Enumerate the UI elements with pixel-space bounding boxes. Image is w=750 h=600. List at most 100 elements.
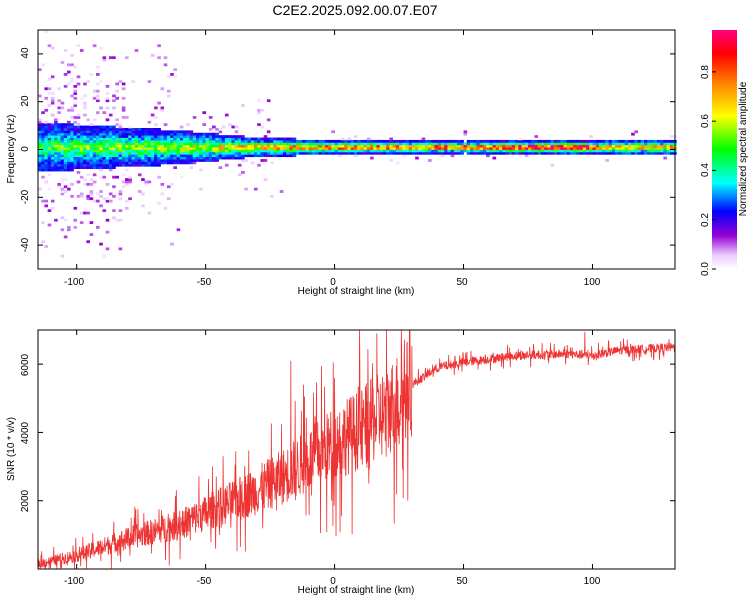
heatmap-cell xyxy=(608,147,613,150)
heatmap-cell xyxy=(370,151,374,155)
heatmap-cell xyxy=(231,139,236,143)
heatmap-cell xyxy=(237,154,242,158)
heatmap-cell xyxy=(115,127,119,131)
heatmap-cell xyxy=(434,147,439,150)
heatmap-cell xyxy=(83,154,87,158)
heatmap-cell xyxy=(270,161,274,165)
heatmap-cell xyxy=(482,147,487,150)
heatmap-cell xyxy=(157,159,161,162)
heatmap-cell xyxy=(50,139,55,143)
heatmap-cell xyxy=(60,127,65,131)
heatmap-cell xyxy=(247,142,252,146)
heatmap-cell xyxy=(125,144,129,148)
heatmap-cell xyxy=(437,139,442,143)
heatmap-cell xyxy=(305,147,310,150)
heatmap-cell xyxy=(357,142,361,146)
heatmap-cell xyxy=(263,154,268,158)
heatmap-cell xyxy=(99,130,103,134)
heatmap-cell xyxy=(508,147,513,150)
heatmap-cell xyxy=(150,161,155,165)
heatmap-cell xyxy=(57,147,61,150)
heatmap-cell xyxy=(166,156,171,160)
heatmap-cell xyxy=(41,127,45,131)
heatmap-cell xyxy=(353,139,358,143)
heatmap-cell xyxy=(176,147,181,150)
heatmap-cell xyxy=(76,156,81,160)
heatmap-cell xyxy=(92,137,97,141)
heatmap-cell xyxy=(266,142,271,146)
heatmap-cell xyxy=(186,154,190,158)
heatmap-cell xyxy=(502,147,506,150)
heatmap-cell xyxy=(118,192,123,196)
heatmap-cell xyxy=(105,84,110,88)
heatmap-cell xyxy=(105,127,110,131)
heatmap-cell xyxy=(308,147,313,150)
heatmap-cell xyxy=(63,49,68,52)
heatmap-cell xyxy=(521,144,526,148)
heatmap-cell xyxy=(557,142,561,146)
heatmap-cell xyxy=(105,92,110,95)
heatmap-cell xyxy=(105,144,110,148)
heatmap-cell xyxy=(205,142,210,146)
heatmap-cell xyxy=(257,154,261,158)
heatmap-cell xyxy=(328,144,332,148)
heatmap-cell xyxy=(334,144,339,148)
heatmap-cell xyxy=(76,75,81,79)
heatmap-cell xyxy=(96,192,100,196)
heatmap-cell xyxy=(644,147,648,150)
heatmap-cell xyxy=(57,149,61,153)
heatmap-cell xyxy=(192,137,197,141)
heatmap-cell xyxy=(250,161,255,165)
heatmap-cell xyxy=(79,132,84,136)
heatmap-cell xyxy=(608,142,613,146)
heatmap-cell xyxy=(528,147,532,150)
heatmap-cell xyxy=(511,149,516,153)
heatmap-cell xyxy=(131,161,136,165)
heatmap-cell xyxy=(324,139,329,143)
heatmap-cell xyxy=(598,144,603,148)
heatmap-cell xyxy=(328,142,332,146)
heatmap-cell xyxy=(192,159,197,162)
heatmap-cell xyxy=(321,139,326,143)
heatmap-cell xyxy=(63,159,68,162)
heatmap-cell xyxy=(60,163,65,167)
heatmap-cell xyxy=(47,166,52,170)
heatmap-cell xyxy=(595,144,600,148)
heatmap-cell xyxy=(131,147,136,150)
heatmap-cell xyxy=(92,156,97,160)
heatmap-cell xyxy=(160,132,165,136)
heatmap-cell xyxy=(353,142,358,146)
heatmap-cell xyxy=(263,144,268,148)
heatmap-cell xyxy=(515,142,519,146)
heatmap-cell xyxy=(557,139,561,143)
heatmap-cell xyxy=(163,151,168,155)
heatmap-cell xyxy=(515,147,519,150)
heatmap-cell xyxy=(141,147,145,150)
heatmap-cell xyxy=(57,142,61,146)
heatmap-cell xyxy=(647,144,651,148)
heatmap-cell xyxy=(89,123,94,126)
heatmap-cell xyxy=(347,147,352,150)
heatmap-cell xyxy=(279,147,284,150)
heatmap-cell xyxy=(160,130,165,134)
heatmap-cell xyxy=(315,139,319,143)
heatmap-cell xyxy=(73,96,78,100)
heatmap-cell xyxy=(663,156,668,160)
heatmap-cell xyxy=(418,151,423,155)
heatmap-cell xyxy=(208,156,213,160)
heatmap-cell xyxy=(492,149,497,153)
heatmap-cell xyxy=(228,144,232,148)
heatmap-cell xyxy=(102,58,107,62)
heatmap-cell xyxy=(63,163,68,167)
heatmap-cell xyxy=(115,132,119,136)
heatmap-cell xyxy=(295,142,300,146)
heatmap-cell xyxy=(199,156,203,160)
heatmap-cell xyxy=(376,149,381,153)
heatmap-cell xyxy=(112,147,116,150)
heatmap-cell xyxy=(308,151,313,155)
heatmap-cell xyxy=(444,139,448,143)
heatmap-cell xyxy=(79,125,84,129)
heatmap-cell xyxy=(224,151,229,155)
heatmap-cell xyxy=(128,175,132,179)
heatmap-cell xyxy=(379,149,384,153)
